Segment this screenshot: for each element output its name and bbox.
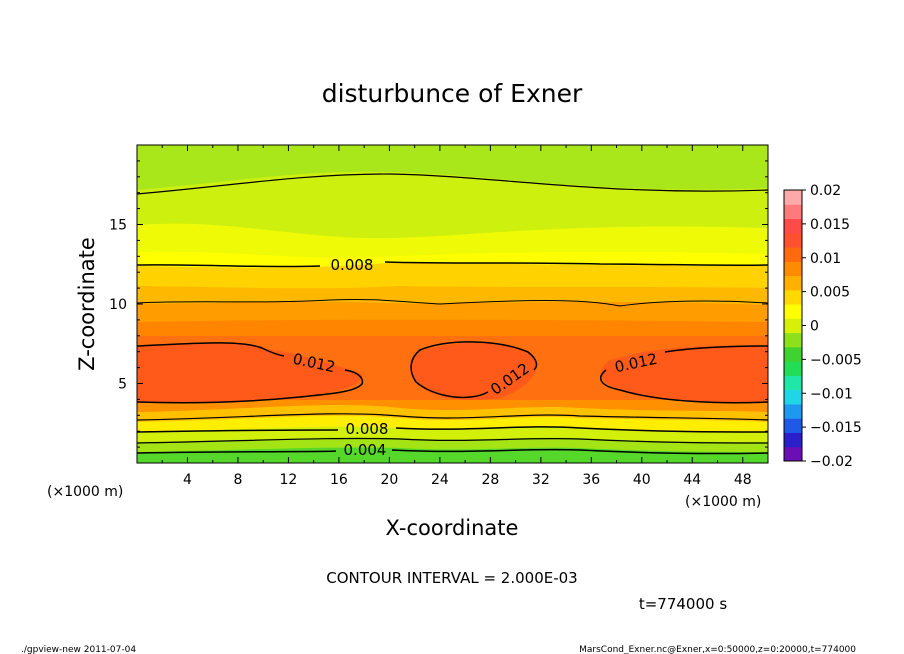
contour-line-0.012-left	[137, 342, 364, 404]
y-tick-label: 10	[109, 297, 127, 313]
x-tick-labels: 4 8 12 16 20 24 28 32 36 40 44 48	[183, 472, 752, 488]
colorbar-swatch	[784, 190, 802, 205]
colorbar-swatch	[784, 418, 802, 433]
colorbar-swatch	[784, 403, 802, 419]
contour-interval-text: CONTOUR INTERVAL = 2.000E-03	[326, 569, 577, 587]
colorbar-swatch	[784, 275, 802, 291]
filled-contour-field	[137, 145, 768, 463]
colorbar-swatch	[784, 232, 802, 248]
colorbar-swatch	[784, 375, 802, 391]
contour-line-0.004	[137, 448, 768, 455]
x-tick-label: 28	[481, 472, 499, 488]
axis-ticks	[137, 145, 768, 463]
blob-center	[410, 343, 537, 400]
x-tick-label: 12	[280, 472, 298, 488]
x-tick-label: 32	[532, 472, 550, 488]
colorbar-swatch	[784, 289, 802, 305]
x-tick-label: 24	[431, 472, 449, 488]
colorbar-label: 0.005	[810, 285, 850, 301]
x-tick-label: 4	[183, 472, 192, 488]
x-tick-label: 8	[233, 472, 242, 488]
colorbar-swatch	[784, 346, 802, 362]
contour-line-upper	[137, 173, 768, 195]
colorbar-label: −0.01	[810, 386, 853, 402]
y-tick-label: 5	[118, 377, 127, 393]
contour-line-0.008-upper	[137, 261, 768, 268]
colorbar-label: −0.015	[810, 420, 862, 436]
contour-label: 0.004	[344, 441, 387, 459]
x-unit-left: (×1000 m)	[47, 484, 123, 500]
colorbar-label: −0.02	[810, 454, 853, 470]
blob-right	[600, 345, 768, 403]
contour-line-mid	[137, 298, 768, 307]
contour-label: 0.008	[331, 256, 374, 274]
x-tick-label: 20	[380, 472, 398, 488]
contour-label: 0.008	[346, 420, 389, 438]
colorbar-label: 0.02	[810, 183, 841, 199]
colorbar-swatch	[784, 247, 802, 262]
blob-left	[137, 342, 363, 403]
colorbar-swatch	[784, 389, 802, 405]
colorbar-swatch	[784, 261, 802, 277]
contour-line-0.012-center	[410, 341, 538, 399]
y-tick-label: 15	[109, 218, 127, 234]
y-tick-labels: 5 10 15	[109, 218, 127, 393]
colorbar-swatch	[784, 318, 802, 334]
colorbar-swatch	[784, 304, 802, 319]
colorbar-swatch	[784, 432, 802, 448]
contour-lines	[137, 173, 768, 455]
contour-line-lower-1	[137, 413, 768, 421]
x-unit-right: (×1000 m)	[685, 494, 761, 510]
colorbar-swatch	[784, 446, 802, 462]
colorbar-label: 0	[810, 319, 819, 335]
colorbar	[783, 189, 803, 462]
x-tick-label: 48	[734, 472, 752, 488]
x-tick-label: 36	[582, 472, 600, 488]
time-text: t=774000 s	[639, 595, 727, 613]
x-tick-label: 44	[683, 472, 701, 488]
chart-title: disturbunce of Exner	[322, 79, 583, 108]
colorbar-label: 0.01	[810, 251, 841, 267]
colorbar-labels: 0.02 0.015 0.01 0.005 0 −0.005 −0.01 −0.015 −0.0…	[802, 183, 862, 470]
x-tick-label: 16	[330, 472, 348, 488]
x-tick-label: 40	[633, 472, 651, 488]
colorbar-swatch	[784, 218, 802, 234]
y-axis-label: Z-coordinate	[75, 237, 99, 371]
colorbar-swatch	[784, 332, 802, 348]
contour-line-lower-2	[137, 437, 768, 444]
x-axis-label: X-coordinate	[386, 516, 519, 540]
contour-line-0.008-lower	[137, 426, 768, 433]
footer-left: ./gpview-new 2011-07-04	[21, 645, 136, 654]
colorbar-label: 0.015	[810, 217, 850, 233]
colorbar-swatch	[784, 204, 802, 220]
colorbar-label: −0.005	[810, 352, 862, 368]
footer-right: MarsCond_Exner.nc@Exner,x=0:50000,z=0:20…	[579, 645, 856, 654]
colorbar-swatch	[784, 361, 802, 376]
contour-line-0.012-right	[600, 345, 768, 404]
